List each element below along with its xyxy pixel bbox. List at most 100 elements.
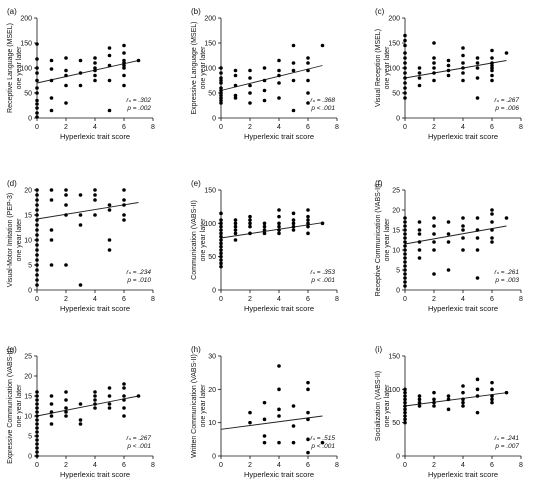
data-point: [461, 248, 465, 252]
y-tick-label: 5: [28, 263, 32, 270]
panel-d: (d) 0 5 10 15 20 0 2 4 6 8 Hyperlexic trait score Vi…: [7, 179, 155, 313]
data-point: [461, 236, 465, 240]
data-point: [277, 96, 281, 100]
x-tick-label: 4: [277, 296, 281, 303]
data-point: [122, 66, 126, 70]
y-tick-label: 100: [388, 387, 400, 394]
panel-b: (b) 0 50 100 150 200 0 2 4 6 8 Hyperlexic trait sco…: [191, 7, 339, 141]
data-point: [403, 394, 407, 398]
data-point: [320, 440, 325, 445]
data-point: [248, 76, 252, 80]
data-point: [78, 83, 83, 88]
x-tick-label: 0: [219, 296, 223, 303]
data-point: [490, 61, 494, 65]
data-point: [403, 252, 407, 256]
data-point: [35, 223, 39, 227]
stat-rs: rₛ = .368: [310, 97, 335, 104]
data-point: [78, 418, 83, 422]
data-point: [277, 68, 281, 73]
data-point: [93, 78, 97, 83]
x-tick-label: 4: [93, 296, 97, 303]
data-point: [35, 402, 39, 406]
data-point: [93, 394, 97, 398]
y-tick-label: 100: [204, 66, 216, 73]
data-point: [35, 253, 39, 257]
x-tick-label: 8: [151, 296, 155, 303]
data-point: [93, 56, 97, 60]
data-point: [403, 417, 407, 422]
data-point: [403, 420, 407, 425]
panel-h: (h) 0 10 20 30 0 2 4 6 8 Hyperlexic trait score Wri…: [191, 345, 339, 479]
data-point: [248, 221, 252, 226]
data-point: [403, 86, 407, 90]
data-point: [417, 232, 422, 236]
data-point: [49, 198, 54, 202]
y-tick-label: 200: [20, 16, 32, 23]
data-point: [35, 233, 39, 237]
data-point: [35, 434, 39, 438]
data-point: [35, 450, 39, 454]
data-point: [461, 404, 465, 408]
data-point: [136, 58, 141, 63]
data-point: [403, 81, 407, 85]
data-point: [49, 402, 54, 406]
y-axis-label: Socialization (VABS-II): [375, 371, 382, 441]
data-point: [93, 193, 97, 197]
data-point: [35, 390, 39, 394]
data-point: [219, 264, 223, 269]
data-point: [78, 58, 83, 63]
stat-p: p < .001: [126, 443, 151, 450]
data-point: [306, 417, 310, 422]
data-point: [219, 78, 223, 83]
data-point: [122, 213, 126, 217]
data-point: [432, 232, 436, 236]
y-tick-label: 15: [392, 228, 400, 235]
data-point: [461, 384, 465, 388]
data-point: [417, 400, 422, 405]
data-point: [475, 76, 480, 80]
data-point: [35, 414, 39, 418]
data-point: [136, 394, 141, 398]
data-point: [64, 193, 68, 197]
data-point: [403, 91, 407, 95]
x-axis-label: Hyperlexic trait score: [428, 304, 498, 313]
x-tick-label: 2: [248, 296, 252, 303]
y-tick-label: 0: [396, 288, 400, 295]
data-point: [248, 68, 252, 73]
data-point: [35, 218, 39, 222]
data-point: [403, 224, 407, 228]
data-point: [291, 221, 296, 226]
data-point: [306, 68, 310, 73]
data-point: [291, 404, 296, 408]
y-tick-label: 0: [212, 288, 216, 295]
stat-rs: rₛ = .302: [126, 97, 151, 104]
data-point: [219, 238, 223, 242]
data-point: [291, 61, 296, 65]
data-point: [78, 422, 83, 426]
x-tick-label: 8: [519, 462, 523, 469]
data-point: [49, 263, 54, 267]
y-tick-label: 30: [208, 354, 216, 361]
data-point: [107, 46, 112, 50]
panel-label: (d): [7, 179, 17, 188]
regression-line: [404, 60, 507, 79]
panel-label: (h): [191, 345, 201, 354]
data-point: [403, 240, 407, 244]
data-point: [35, 102, 39, 106]
data-point: [122, 61, 126, 65]
data-point: [35, 86, 39, 90]
x-axis-label: Hyperlexic trait score: [244, 304, 314, 313]
data-point: [219, 231, 223, 236]
data-point: [35, 208, 39, 212]
x-tick-label: 2: [248, 462, 252, 469]
data-point: [35, 42, 39, 46]
y-tick-label: 0: [396, 454, 400, 461]
data-point: [291, 228, 296, 232]
data-point: [403, 414, 407, 418]
x-tick-label: 0: [403, 124, 407, 131]
data-point: [306, 231, 310, 236]
stat-p: p = .003: [494, 277, 519, 284]
data-point: [291, 224, 296, 229]
panel-label: (f): [375, 179, 383, 188]
y-axis-label: Expressive Communication (VABS-II): [7, 348, 14, 464]
